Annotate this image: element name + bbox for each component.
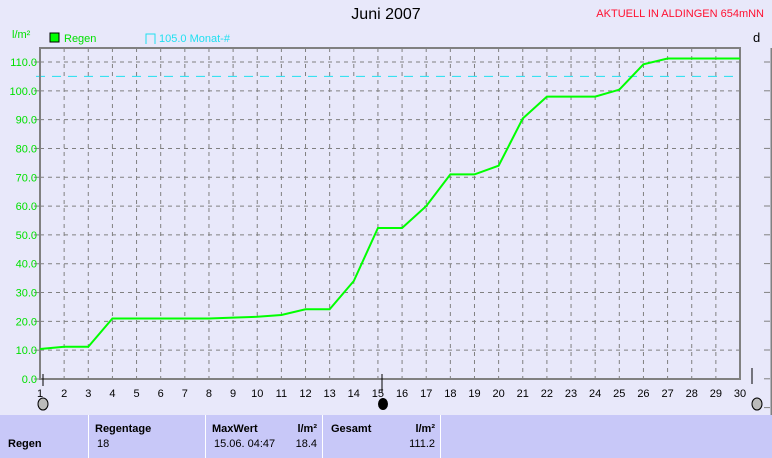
x-tick-label: 6 <box>158 388 164 400</box>
legend-swatch-regen <box>49 32 60 43</box>
regentage-value: 18 <box>97 438 110 450</box>
x-tick-label: 26 <box>637 388 649 400</box>
x-tick-label: 28 <box>686 388 698 400</box>
x-tick-label: 16 <box>396 388 408 400</box>
y-tick-label: 0.0 <box>22 374 37 386</box>
x-tick-label: 12 <box>299 388 311 400</box>
gesamt-value: 111.2 <box>409 438 435 450</box>
x-tick-label: 8 <box>206 388 212 400</box>
rain-chart: 0.0 10.0 20.0 30.0 40.0 50.0 60.0 70.0 80.0 90.0 1… <box>9 29 772 415</box>
x-tick-label: 2 <box>61 388 67 400</box>
legend-swatch-reference <box>145 33 156 44</box>
right-axis-label: d <box>753 30 760 45</box>
scroll-right-handle[interactable] <box>751 397 763 411</box>
x-tick-label: 3 <box>85 388 91 400</box>
maxwert-value: 18.4 <box>295 438 317 450</box>
x-tick-label: 25 <box>613 388 625 400</box>
x-tick-label: 7 <box>182 388 188 400</box>
y-tick-label: 20.0 <box>16 316 37 328</box>
x-tick-label: 21 <box>517 388 529 400</box>
station-label: AKTUELL IN ALDINGEN 654mNN <box>596 8 764 20</box>
y-tick-label: 10.0 <box>16 345 37 357</box>
maxwert-unit: l/m² <box>297 423 317 435</box>
y-tick-label: 50.0 <box>16 230 37 242</box>
y-tick-label: 40.0 <box>16 259 37 271</box>
x-tick-label: 18 <box>444 388 456 400</box>
x-tick-label: 19 <box>468 388 480 400</box>
scroll-left-handle[interactable] <box>37 397 49 411</box>
x-tick-label: 15 <box>372 388 384 400</box>
y-tick-label: 70.0 <box>16 172 37 184</box>
legend-label-regen: Regen <box>64 33 96 45</box>
chart-title: Juni 2007 <box>351 6 421 23</box>
x-tick-label: 30 <box>734 388 746 400</box>
y-tick-label: 30.0 <box>16 288 37 300</box>
gesamt-unit: l/m² <box>415 423 435 435</box>
y-tick-label: 80.0 <box>16 143 37 155</box>
x-tick-label: 23 <box>565 388 577 400</box>
maxwert-label: MaxWert <box>212 423 258 435</box>
x-tick-label: 10 <box>251 388 263 400</box>
x-tick-label: 22 <box>541 388 553 400</box>
y-tick-label: 110.0 <box>10 57 37 69</box>
x-tick-label: 27 <box>661 388 673 400</box>
y-tick-label: 90.0 <box>16 115 37 127</box>
x-tick-label: 9 <box>230 388 236 400</box>
y-axis-label: l/m² <box>12 29 31 41</box>
x-tick-label: 4 <box>109 388 115 400</box>
y-tick-label: 60.0 <box>16 201 37 213</box>
x-tick-label: 1 <box>37 388 43 400</box>
series-line-regen <box>39 57 740 351</box>
current-day-handle[interactable] <box>378 398 388 410</box>
x-tick-label: 20 <box>492 388 504 400</box>
x-tick-label: 17 <box>420 388 432 400</box>
regentage-label: Regentage <box>95 423 152 435</box>
legend-label-reference: 105.0 Monat-# <box>159 33 231 45</box>
x-tick-label: 13 <box>324 388 336 400</box>
x-tick-label: 14 <box>348 388 360 400</box>
summary-table: Regen Regentage 18 MaxWert l/m² 15.06. 0… <box>0 415 772 458</box>
row-label: Regen <box>8 438 42 450</box>
maxwert-time: 15.06. 04:47 <box>214 438 276 450</box>
x-tick-label: 24 <box>589 388 601 400</box>
x-tick-label: 5 <box>133 388 139 400</box>
x-tick-label: 11 <box>276 388 287 400</box>
x-tick-label: 29 <box>710 388 722 400</box>
y-tick-label: 100.0 <box>9 86 37 98</box>
gesamt-label: Gesamt <box>331 423 372 435</box>
plot-frame <box>39 47 741 380</box>
